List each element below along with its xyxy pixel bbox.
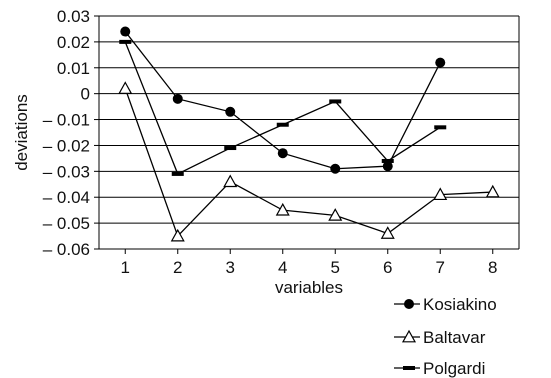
data-point-baltavar xyxy=(485,184,500,198)
data-point-kosiakino xyxy=(172,93,183,104)
x-tick-label: 8 xyxy=(488,258,497,277)
legend-marker-baltavar xyxy=(401,329,417,343)
series-kosiakino xyxy=(120,26,446,174)
legend-label-polgardi: Polgardi xyxy=(423,359,485,378)
data-point-baltavar xyxy=(275,202,290,216)
data-point-polgardi xyxy=(381,158,394,163)
data-point-kosiakino xyxy=(277,148,288,159)
data-point-kosiakino xyxy=(330,163,341,174)
x-tick-label: 4 xyxy=(278,258,287,277)
data-point-kosiakino xyxy=(225,106,236,117)
x-tick-label: 3 xyxy=(226,258,235,277)
series-baltavar xyxy=(118,81,500,242)
data-point-polgardi xyxy=(434,125,447,130)
data-point-baltavar xyxy=(380,226,395,239)
gridlines xyxy=(99,15,519,250)
data-point-polgardi xyxy=(171,171,184,176)
y-tick-label: 0.03 xyxy=(57,7,90,26)
tick-labels: 0.03 0.02 0.01 0 – 0.01 – 0.02 – 0.03 – 0.04 – 0… xyxy=(43,7,498,277)
y-tick-label: 0 xyxy=(81,85,90,104)
series-polgardi xyxy=(119,39,447,176)
x-tick-label: 2 xyxy=(173,258,182,277)
series-line-baltavar xyxy=(124,88,493,238)
x-tick-label: 5 xyxy=(331,258,340,277)
legend-label-baltavar: Baltavar xyxy=(423,328,486,347)
data-point-polgardi xyxy=(224,146,237,151)
y-tick-label: 0.01 xyxy=(57,59,90,78)
axes xyxy=(94,15,520,254)
data-point-baltavar xyxy=(328,208,343,221)
y-tick-label: 0.02 xyxy=(57,33,90,52)
series-line-kosiakino xyxy=(124,31,441,170)
x-axis-label: variables xyxy=(275,278,343,297)
data-point-kosiakino xyxy=(435,57,446,68)
data-point-polgardi xyxy=(329,99,342,104)
y-tick-label: – 0.06 xyxy=(43,240,90,259)
series-lines xyxy=(118,26,500,242)
data-point-baltavar xyxy=(170,228,185,242)
legend-item-kosiakino: Kosiakino xyxy=(394,295,497,314)
y-tick-label: – 0.03 xyxy=(43,162,90,181)
y-axis-label: deviations xyxy=(12,94,31,171)
legend-item-polgardi: Polgardi xyxy=(394,359,485,378)
x-tick-label: 7 xyxy=(436,258,445,277)
data-point-baltavar xyxy=(223,174,238,188)
y-tick-label: – 0.05 xyxy=(43,214,90,233)
legend-marker-polgardi xyxy=(403,366,415,370)
y-tick-label: – 0.04 xyxy=(43,188,90,207)
x-tick-label: 1 xyxy=(121,258,130,277)
y-tick-label: – 0.02 xyxy=(43,136,90,155)
data-point-baltavar xyxy=(433,187,448,201)
data-point-polgardi xyxy=(119,39,132,44)
legend-marker-kosiakino xyxy=(404,299,414,309)
data-point-kosiakino xyxy=(120,26,131,37)
legend-label-kosiakino: Kosiakino xyxy=(423,295,497,314)
y-tick-label: – 0.01 xyxy=(43,111,90,130)
data-point-baltavar xyxy=(118,81,133,94)
legend-item-baltavar: Baltavar xyxy=(394,328,486,347)
data-point-polgardi xyxy=(276,122,289,127)
legend: Kosiakino Baltavar Polgardi xyxy=(394,295,497,378)
x-tick-label: 6 xyxy=(383,258,392,277)
data-point-kosiakino xyxy=(382,161,393,172)
